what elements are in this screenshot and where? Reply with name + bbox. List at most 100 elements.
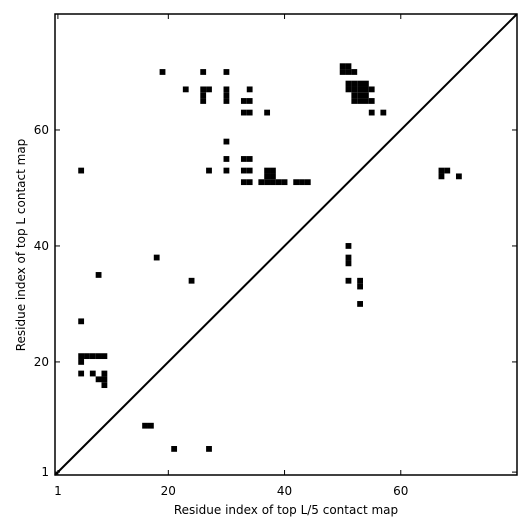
point <box>351 69 358 75</box>
point <box>357 301 363 307</box>
point <box>258 179 265 186</box>
point <box>78 318 85 325</box>
y-tick-label: 60 <box>34 123 49 137</box>
point <box>264 179 271 186</box>
point <box>299 179 305 186</box>
y-tick-label: 1 <box>41 465 49 479</box>
point <box>345 86 352 93</box>
point <box>357 98 363 104</box>
point <box>351 80 358 87</box>
point <box>281 179 288 186</box>
point <box>240 98 247 104</box>
point <box>275 179 282 186</box>
y-tick-label: 20 <box>34 355 49 369</box>
point <box>206 167 212 174</box>
point <box>200 98 207 104</box>
point <box>363 92 369 99</box>
point <box>351 86 358 93</box>
point <box>264 167 271 174</box>
point <box>293 179 300 186</box>
point <box>357 86 363 93</box>
point <box>240 167 247 174</box>
point <box>246 179 253 186</box>
point <box>95 376 102 383</box>
point <box>368 86 375 93</box>
point <box>380 109 387 116</box>
point <box>345 254 352 261</box>
point <box>270 167 276 174</box>
y-axis-label: Residue index of top L contact map <box>14 139 28 352</box>
point <box>188 277 195 284</box>
point <box>171 446 178 452</box>
point <box>95 353 102 360</box>
point <box>200 86 207 93</box>
point <box>147 422 154 429</box>
point <box>95 272 102 278</box>
point <box>363 86 369 93</box>
x-axis-label: Residue index of top L/5 contact map <box>174 503 398 517</box>
point <box>345 260 352 267</box>
diagonal <box>54 13 518 476</box>
point <box>246 109 253 116</box>
point <box>368 98 375 104</box>
point <box>89 353 96 360</box>
x-tick-label: 1 <box>54 484 62 498</box>
point <box>101 353 108 360</box>
point <box>438 173 445 180</box>
point <box>200 69 207 75</box>
point <box>223 92 230 99</box>
point <box>101 376 108 383</box>
point <box>264 109 271 116</box>
point <box>153 254 160 261</box>
point <box>101 382 108 389</box>
point <box>142 422 148 429</box>
point <box>270 179 276 186</box>
point <box>339 69 346 75</box>
point <box>240 109 247 116</box>
point <box>200 92 207 99</box>
point <box>240 156 247 162</box>
point <box>357 80 363 87</box>
y-tick-label: 40 <box>34 239 49 253</box>
point <box>363 80 369 87</box>
point <box>345 69 352 75</box>
point <box>89 370 96 377</box>
point <box>339 63 346 70</box>
point <box>223 156 230 162</box>
point <box>438 167 445 174</box>
point <box>357 277 363 284</box>
point <box>78 370 85 377</box>
point <box>357 283 363 290</box>
point <box>206 446 212 452</box>
point <box>345 277 352 284</box>
point <box>357 92 363 99</box>
point <box>270 173 276 180</box>
point <box>159 69 166 75</box>
point <box>345 63 352 70</box>
point <box>363 98 369 104</box>
x-tick-label: 20 <box>161 484 176 498</box>
point <box>223 86 230 93</box>
point <box>78 167 85 174</box>
point <box>246 167 253 174</box>
point <box>304 179 311 186</box>
x-tick-label: 40 <box>277 484 292 498</box>
point <box>206 86 212 93</box>
point <box>78 353 85 360</box>
point <box>246 98 253 104</box>
point <box>351 98 358 104</box>
point <box>351 92 358 99</box>
point <box>264 173 271 180</box>
point <box>345 80 352 87</box>
plot-frame <box>54 13 518 476</box>
point <box>246 86 253 93</box>
point <box>223 69 230 75</box>
point <box>223 167 230 174</box>
point <box>78 359 85 365</box>
point <box>240 179 247 186</box>
point <box>182 86 189 93</box>
point <box>246 156 253 162</box>
point <box>223 98 230 104</box>
point <box>84 353 90 360</box>
